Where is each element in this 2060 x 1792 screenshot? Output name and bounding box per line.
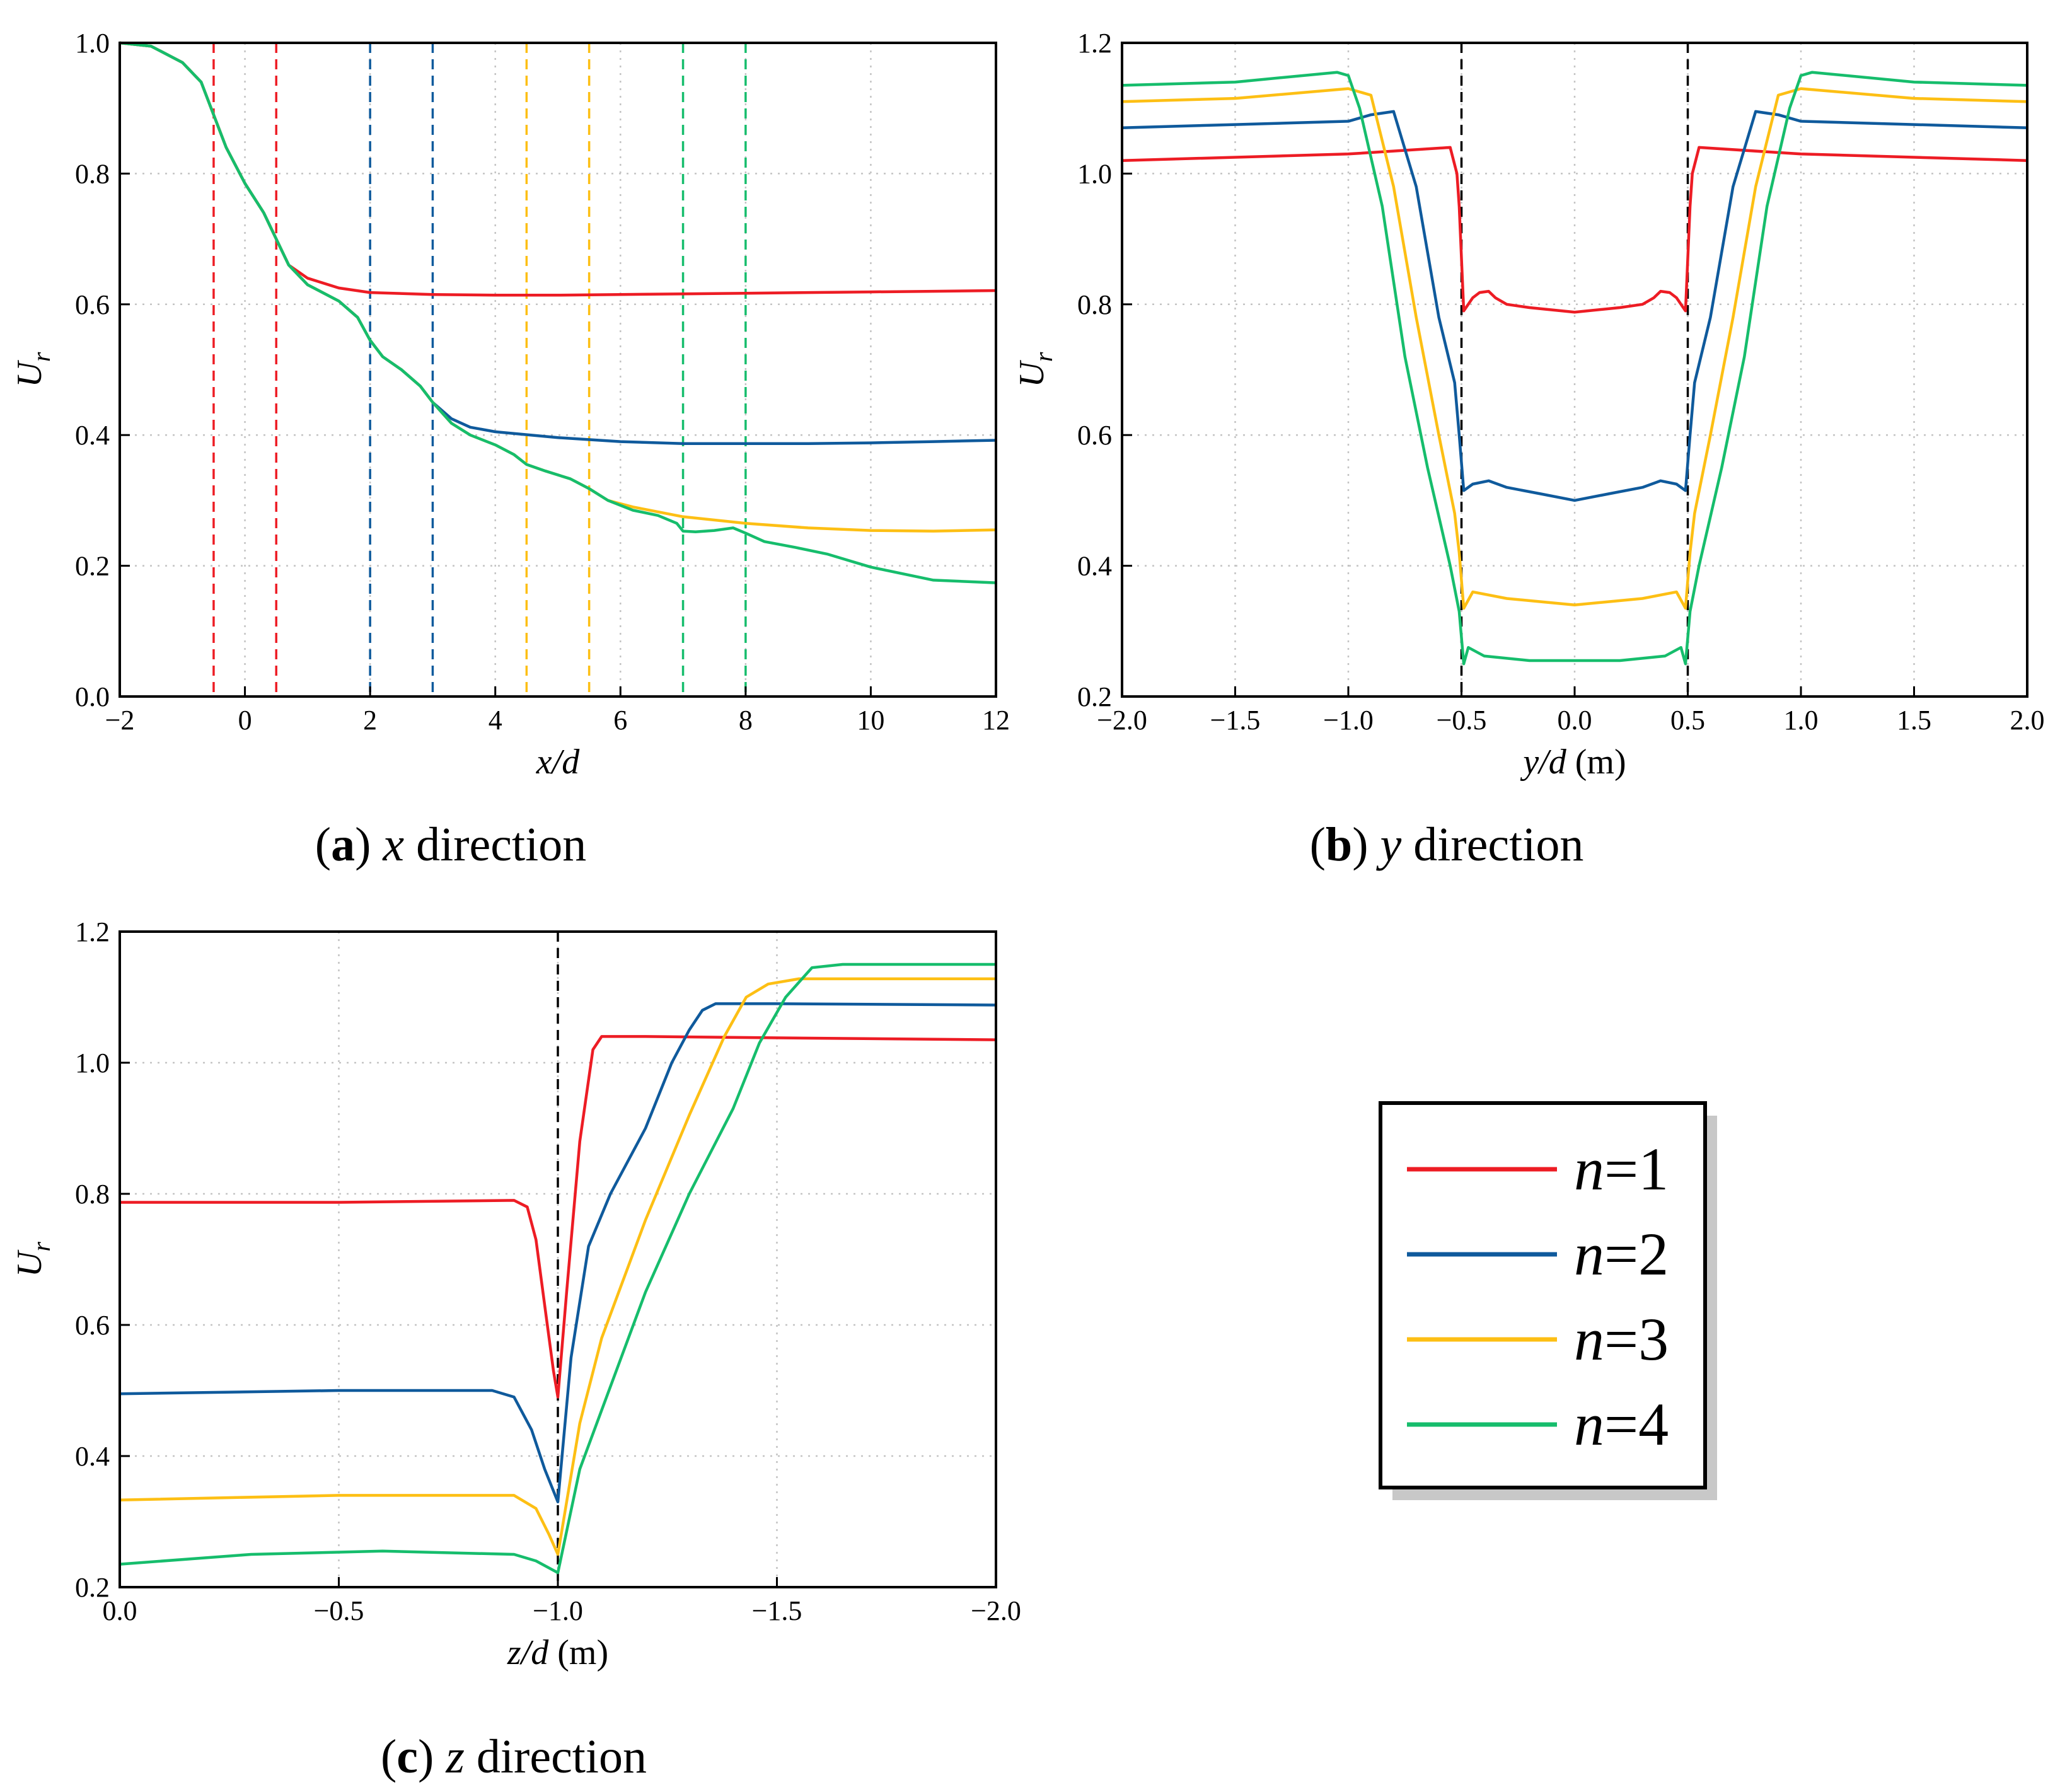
series-b-n1 bbox=[1121, 146, 2028, 314]
legend-label-n3: n=3 bbox=[1574, 1305, 1669, 1373]
caption-a: (a) x direction bbox=[315, 818, 586, 871]
xtick-label-b-0: −2.0 bbox=[1097, 705, 1147, 736]
xtick-label-b-8: 2.0 bbox=[2010, 705, 2045, 736]
xtick-label-a-5: 8 bbox=[739, 705, 753, 736]
ytick-label-c-0: 0.2 bbox=[75, 1572, 110, 1603]
legend-label-n1: n=1 bbox=[1574, 1135, 1669, 1203]
ytick-label-a-4: 0.8 bbox=[75, 158, 110, 189]
xtick-label-b-2: −1.0 bbox=[1323, 705, 1374, 736]
xtick-label-c-4: −2.0 bbox=[971, 1595, 1021, 1626]
ytick-label-b-5: 1.2 bbox=[1077, 28, 1112, 59]
ytick-label-a-1: 0.2 bbox=[75, 551, 110, 582]
xtick-label-c-1: −0.5 bbox=[314, 1595, 364, 1626]
series-b-n2 bbox=[1121, 110, 2028, 502]
series-a-n1 bbox=[119, 41, 997, 297]
series-c-n1 bbox=[120, 1035, 997, 1399]
series-a-n3 bbox=[119, 41, 997, 533]
ytick-label-c-2: 0.6 bbox=[75, 1310, 110, 1341]
ytick-label-b-3: 0.8 bbox=[1077, 289, 1112, 320]
legend: n=1 n=2 n=3 n=4 bbox=[1379, 1101, 1717, 1500]
xlabel-b: y/d (m) bbox=[1520, 743, 1626, 782]
caption-c: (c) z direction bbox=[381, 1730, 647, 1783]
xtick-label-b-6: 1.0 bbox=[1784, 705, 1819, 736]
xtick-label-a-0: −2 bbox=[105, 705, 135, 736]
panel-b-chart: −2.0 −1.5 −1.0 −0.5 0.0 0.5 1.0 1.5 2.0 0.2 0.4 0.6… bbox=[1012, 28, 2045, 782]
ytick-label-c-3: 0.8 bbox=[75, 1179, 110, 1210]
xtick-label-a-3: 4 bbox=[489, 705, 502, 736]
xtick-label-b-5: 0.5 bbox=[1670, 705, 1705, 736]
axes-frame-a bbox=[119, 42, 997, 698]
xtick-label-a-4: 6 bbox=[613, 705, 627, 736]
series-a-n4 bbox=[119, 41, 997, 584]
xtick-label-a-7: 12 bbox=[982, 705, 1010, 736]
panel-a-chart: −2 0 2 4 6 8 10 12 0.0 0.2 0.4 0.6 0.8 1.0 x/d Ur bbox=[10, 28, 1010, 782]
ytick-label-b-1: 0.4 bbox=[1077, 551, 1112, 582]
xtick-label-c-3: −1.5 bbox=[752, 1595, 802, 1626]
ytick-label-a-3: 0.6 bbox=[75, 289, 110, 320]
legend-label-n2: n=2 bbox=[1574, 1220, 1669, 1288]
series-c-n3 bbox=[119, 977, 996, 1556]
xtick-label-b-3: −0.5 bbox=[1437, 705, 1487, 736]
panel-c-chart: 0.0 −0.5 −1.0 −1.5 −2.0 0.2 0.4 0.6 0.8 1.0 1.2 z/d… bbox=[10, 916, 1021, 1672]
legend-label-n4: n=4 bbox=[1574, 1390, 1669, 1458]
ytick-label-c-4: 1.0 bbox=[75, 1048, 110, 1078]
xtick-label-a-2: 2 bbox=[363, 705, 377, 736]
xtick-label-b-1: −1.5 bbox=[1210, 705, 1261, 736]
xtick-label-c-2: −1.0 bbox=[533, 1595, 583, 1626]
ylabel-c: Ur bbox=[10, 1242, 55, 1277]
xtick-label-b-4: 0.0 bbox=[1558, 705, 1592, 736]
xtick-label-c-0: 0.0 bbox=[103, 1595, 137, 1626]
xlabel-c: z/d (m) bbox=[507, 1633, 608, 1672]
xtick-label-a-6: 10 bbox=[857, 705, 884, 736]
ytick-label-b-4: 1.0 bbox=[1077, 158, 1112, 189]
ylabel-a: Ur bbox=[10, 352, 55, 387]
series-c-n4 bbox=[119, 962, 996, 1575]
ytick-label-a-0: 0.0 bbox=[75, 681, 110, 712]
caption-b: (b) y direction bbox=[1310, 818, 1584, 871]
ytick-label-c-1: 0.4 bbox=[75, 1441, 110, 1472]
series-b-n3 bbox=[1121, 87, 2028, 610]
ytick-label-a-5: 1.0 bbox=[75, 28, 110, 59]
ytick-label-b-0: 0.2 bbox=[1077, 681, 1112, 712]
ytick-label-c-5: 1.2 bbox=[75, 916, 110, 947]
series-b-n4 bbox=[1121, 71, 2028, 666]
ylabel-b: Ur bbox=[1012, 352, 1058, 387]
series-c-n2 bbox=[119, 1002, 997, 1504]
xtick-label-b-7: 1.5 bbox=[1897, 705, 1931, 736]
xtick-label-a-1: 0 bbox=[238, 705, 252, 736]
ytick-label-b-2: 0.6 bbox=[1077, 420, 1112, 451]
ytick-label-a-2: 0.4 bbox=[75, 420, 110, 451]
xlabel-a: x/d bbox=[536, 743, 580, 782]
series-a-n2 bbox=[119, 41, 997, 445]
